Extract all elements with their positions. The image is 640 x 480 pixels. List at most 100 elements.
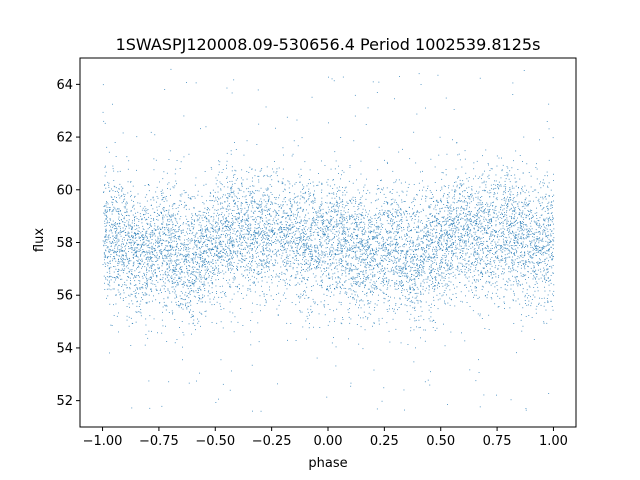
data-point: [242, 241, 244, 243]
data-point: [541, 247, 543, 249]
data-point: [138, 237, 140, 239]
data-point: [464, 240, 466, 242]
data-point: [257, 232, 259, 234]
data-point: [509, 215, 511, 217]
data-point: [494, 262, 495, 264]
data-point: [434, 259, 436, 261]
data-point: [502, 221, 504, 223]
data-point: [418, 231, 420, 233]
data-point: [495, 252, 497, 254]
data-point: [516, 195, 518, 197]
data-point: [196, 246, 198, 248]
data-point: [292, 267, 294, 269]
data-point: [222, 248, 224, 250]
data-point: [484, 229, 486, 230]
data-point: [529, 262, 531, 264]
data-point: [123, 193, 124, 195]
data-point: [162, 239, 164, 241]
data-point: [276, 175, 278, 177]
data-point: [448, 268, 450, 269]
data-point: [397, 204, 399, 206]
data-point: [470, 221, 472, 223]
data-point: [494, 247, 495, 249]
data-point: [345, 267, 347, 269]
data-point: [243, 260, 245, 261]
data-point: [522, 213, 523, 215]
data-point: [408, 240, 410, 242]
data-point: [118, 213, 120, 214]
data-point: [137, 230, 139, 232]
data-point: [161, 195, 163, 196]
data-point: [291, 238, 292, 240]
data-point: [265, 300, 267, 302]
data-point: [423, 231, 425, 233]
data-point: [364, 287, 365, 289]
data-point: [117, 223, 119, 224]
data-point: [145, 257, 147, 259]
data-point: [202, 256, 203, 258]
data-point: [138, 306, 140, 307]
data-point: [512, 300, 514, 302]
data-point: [162, 226, 164, 228]
data-point: [171, 232, 173, 234]
data-point: [410, 260, 412, 262]
data-point: [256, 256, 257, 258]
data-point: [431, 276, 433, 278]
data-point: [262, 250, 264, 252]
data-point: [455, 277, 457, 279]
data-point: [487, 246, 489, 248]
data-point: [261, 277, 263, 278]
data-point: [346, 292, 348, 294]
data-point: [232, 240, 234, 242]
data-point: [367, 213, 369, 215]
data-point: [271, 229, 273, 231]
data-point: [132, 235, 134, 237]
data-point: [236, 250, 238, 252]
data-point: [480, 204, 482, 206]
data-point: [490, 204, 492, 206]
data-point: [441, 261, 443, 263]
data-point: [489, 219, 490, 221]
data-point: [103, 253, 105, 255]
data-point: [151, 270, 152, 272]
data-point: [539, 297, 540, 299]
data-point: [209, 298, 211, 300]
data-point: [193, 283, 195, 285]
data-point: [476, 218, 478, 220]
data-point: [506, 223, 508, 224]
data-point: [154, 134, 156, 136]
data-point: [501, 169, 503, 171]
data-point: [209, 240, 211, 242]
data-point: [443, 185, 445, 187]
data-point: [102, 264, 104, 265]
data-point: [439, 247, 441, 249]
data-point: [203, 241, 205, 243]
data-point: [396, 238, 398, 240]
data-point: [134, 217, 135, 218]
data-point: [517, 239, 519, 241]
data-point: [197, 262, 199, 264]
data-point: [156, 258, 158, 260]
data-point: [408, 265, 410, 267]
data-point: [205, 310, 207, 312]
data-point: [116, 276, 118, 277]
data-point: [274, 216, 276, 218]
data-point: [318, 181, 320, 183]
data-point: [370, 224, 372, 225]
data-point: [482, 248, 484, 250]
data-point: [409, 277, 411, 279]
data-point: [212, 270, 214, 271]
data-point: [297, 213, 298, 215]
data-point: [336, 204, 338, 206]
data-point: [413, 263, 415, 264]
data-point: [241, 169, 243, 171]
data-point: [288, 215, 290, 217]
data-point: [162, 325, 164, 327]
data-point: [110, 256, 111, 258]
data-point: [168, 381, 170, 383]
data-point: [138, 258, 140, 260]
data-point: [186, 255, 188, 257]
data-point: [135, 321, 137, 323]
data-point: [195, 256, 196, 258]
data-point: [218, 244, 220, 246]
